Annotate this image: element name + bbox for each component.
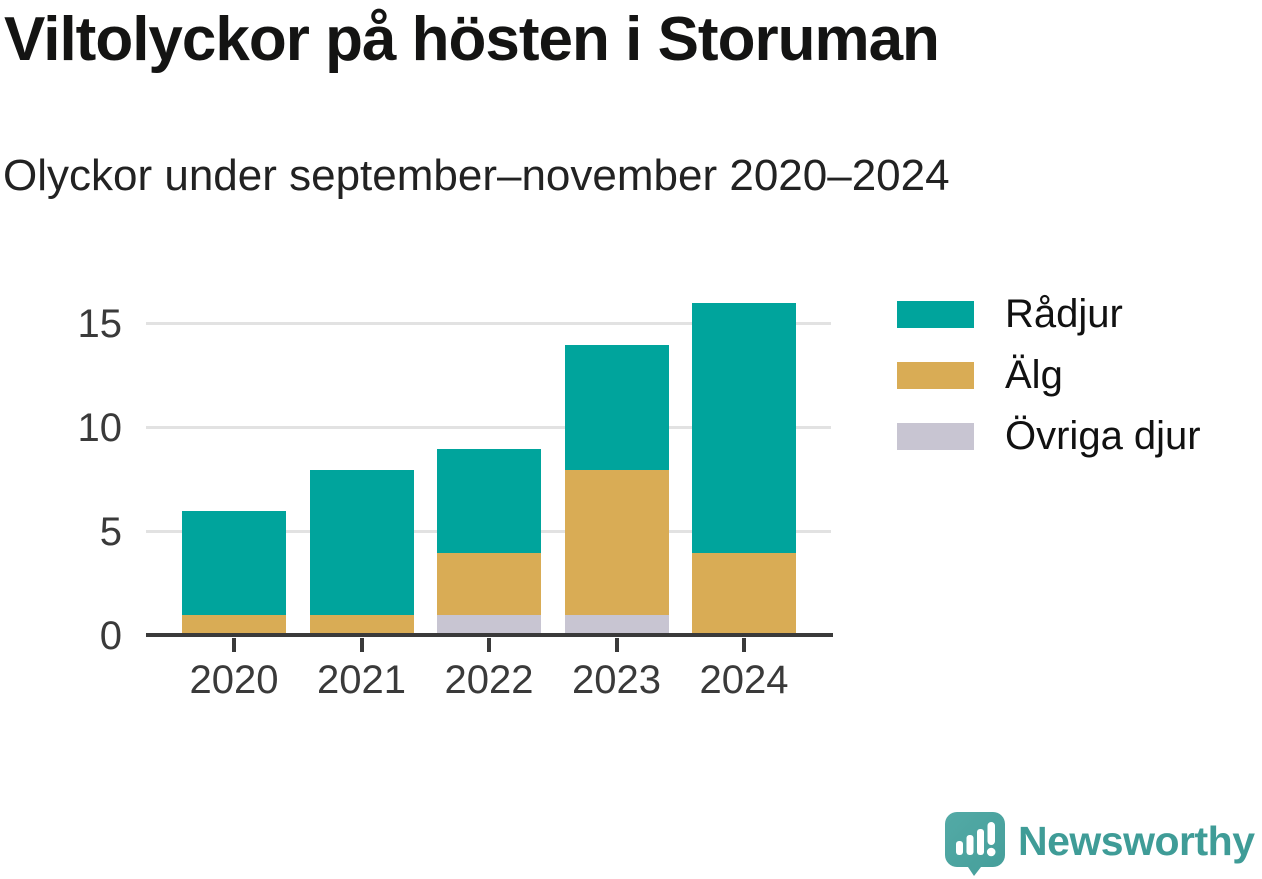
x-tick-2022 [487,638,491,652]
bar-2020-rådjur [182,511,286,616]
legend-label: Övriga djur [1005,414,1201,458]
bar-2024-rådjur [692,303,796,553]
x-tick-2024 [742,638,746,652]
chart-subtitle: Olyckor under september–november 2020–20… [3,151,950,200]
brand-footer: Newsworthy [944,811,1255,877]
bar-2024-älg [692,552,796,636]
bar-2023-övriga-djur [564,615,669,636]
legend-item-övriga-djur: Övriga djur [897,416,1201,456]
x-tick-2021 [359,638,364,652]
bar-2022-rådjur [437,448,541,553]
x-tick-2023 [614,638,619,652]
legend-item-älg: Älg [897,355,1201,395]
y-tick-label-15: 15 [77,302,123,346]
gridline-y10 [146,426,831,429]
legend-swatch [897,361,974,389]
legend-swatch [897,300,974,328]
bar-2022-älg [437,552,541,616]
gridline-y15 [146,322,831,325]
x-tick-label-2024: 2024 [699,658,789,702]
y-tick-label-10: 10 [77,406,123,450]
bar-2020-älg [182,615,286,636]
bar-2021-rådjur [309,469,414,616]
legend-item-rådjur: Rådjur [897,294,1201,334]
newsworthy-logo-icon [945,812,1005,876]
x-tick-label-2022: 2022 [444,658,534,702]
bar-2023-rådjur [564,344,669,470]
plot-area [146,290,833,637]
legend-swatch [897,422,974,450]
legend-label: Rådjur [1005,292,1123,336]
legend-label: Älg [1005,353,1063,397]
bar-2022-övriga-djur [437,615,541,636]
chart-title: Viltolyckor på hösten i Storuman [4,5,940,74]
y-tick-label-0: 0 [99,614,122,658]
x-tick-label-2021: 2021 [317,658,406,702]
x-tick-label-2020: 2020 [189,658,279,702]
newsworthy-wordmark: Newsworthy [1018,817,1255,864]
y-tick-label-5: 5 [99,510,122,554]
bar-2021-älg [309,615,414,636]
x-axis-line [146,633,833,637]
x-tick-2020 [232,638,236,652]
x-tick-label-2023: 2023 [572,658,661,702]
legend: Rådjur Älg Övriga djur [897,294,1201,483]
bar-2023-älg [564,469,669,616]
